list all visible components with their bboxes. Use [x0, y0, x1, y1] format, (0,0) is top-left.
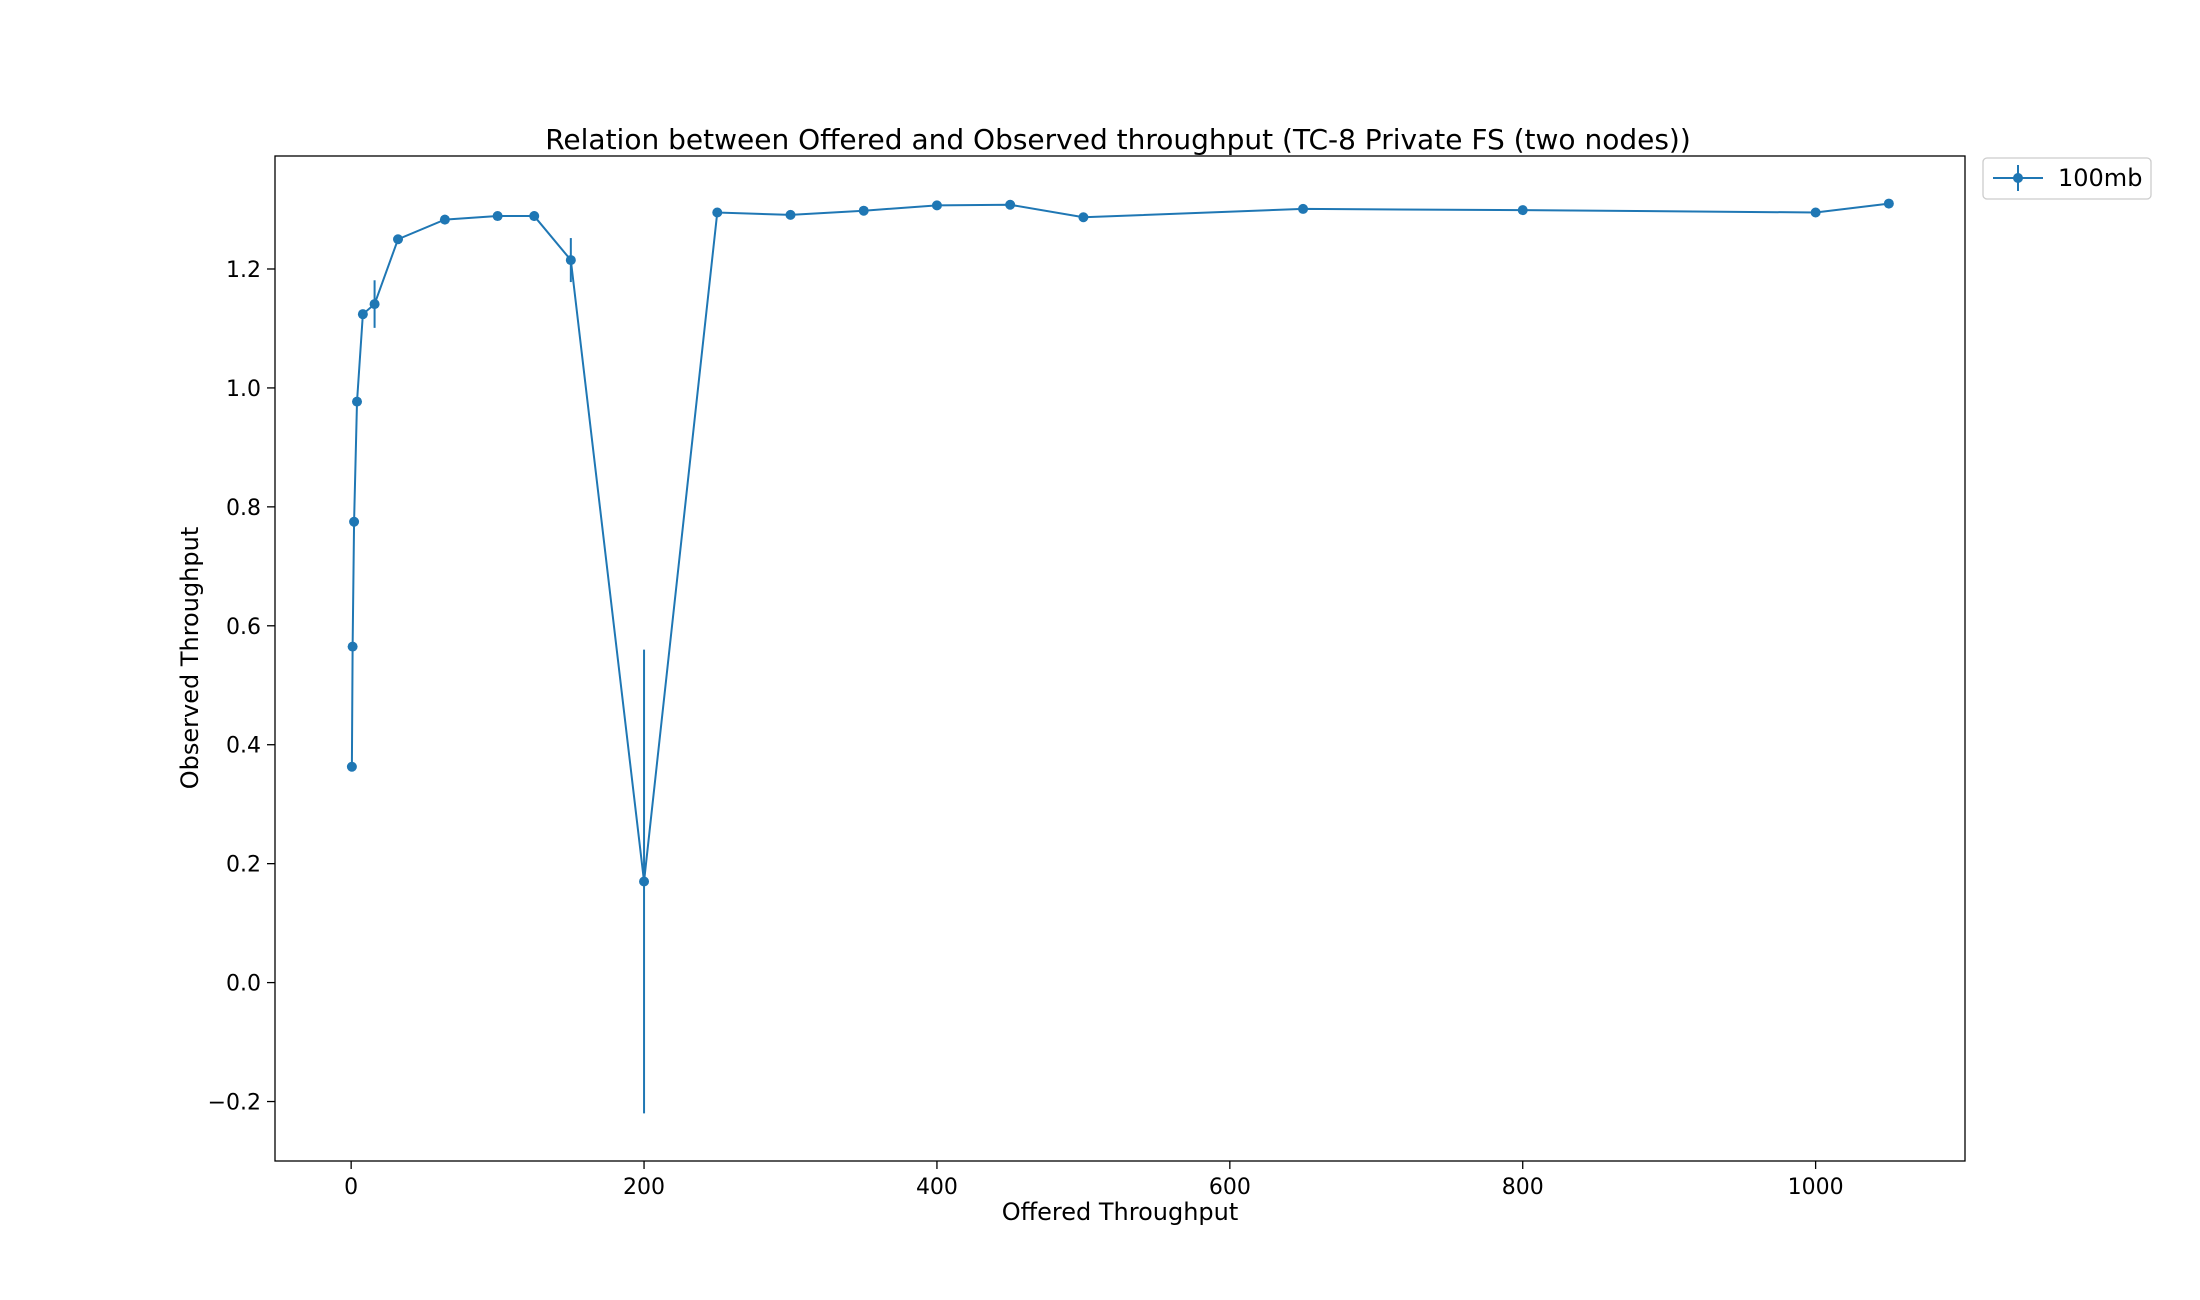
data-point: [1298, 203, 1309, 214]
data-point: [529, 211, 540, 222]
y-tick-label: −0.2: [208, 1091, 261, 1116]
series-100mb: [346, 198, 1894, 1114]
data-point: [712, 207, 723, 218]
data-point: [1078, 212, 1089, 223]
data-point: [439, 214, 450, 225]
data-point: [1810, 207, 1821, 218]
x-axis-label: Offered Throughput: [1002, 1198, 1239, 1226]
plot-area: [274, 155, 1966, 1162]
chart-title: Relation between Offered and Observed th…: [545, 123, 1691, 156]
legend: 100mb: [1982, 157, 2152, 200]
data-point: [347, 641, 358, 652]
y-axis: −0.2 0.0 0.2 0.4 0.6 0.8 1.0 1.2: [208, 258, 275, 1116]
y-tick-label: 0.8: [226, 496, 261, 521]
data-point: [1517, 205, 1528, 216]
y-tick-label: 1.2: [226, 258, 261, 283]
legend-point-marker: [2013, 173, 2023, 183]
y-tick-label: 0.0: [226, 972, 261, 997]
data-point: [393, 234, 404, 245]
legend-box: [1982, 157, 2152, 200]
x-tick-label: 800: [1502, 1175, 1544, 1200]
data-point: [369, 299, 380, 310]
x-tick-label: 600: [1209, 1175, 1251, 1200]
data-point: [346, 761, 357, 772]
x-tick-label: 0: [344, 1175, 358, 1200]
x-tick-label: 1000: [1788, 1175, 1844, 1200]
data-point: [639, 876, 650, 887]
data-point: [565, 255, 576, 266]
y-axis-label: Observed Throughput: [176, 527, 204, 790]
y-tick-label: 0.2: [226, 853, 261, 878]
x-axis: 0 200 400 600 800 1000: [344, 1161, 1844, 1200]
data-point: [492, 211, 503, 222]
x-tick-label: 200: [623, 1175, 665, 1200]
y-tick-label: 0.6: [226, 615, 261, 640]
data-point: [785, 209, 796, 220]
legend-label: 100mb: [2058, 164, 2142, 192]
data-point: [1005, 199, 1016, 210]
data-point: [357, 309, 368, 320]
data-point: [1883, 198, 1894, 209]
data-point: [931, 200, 942, 211]
x-tick-label: 400: [916, 1175, 958, 1200]
data-point: [858, 205, 869, 216]
series-line: [350, 202, 1889, 882]
data-point: [349, 516, 360, 527]
y-tick-label: 1.0: [226, 377, 261, 402]
data-point: [352, 396, 363, 407]
y-tick-label: 0.4: [226, 734, 261, 759]
